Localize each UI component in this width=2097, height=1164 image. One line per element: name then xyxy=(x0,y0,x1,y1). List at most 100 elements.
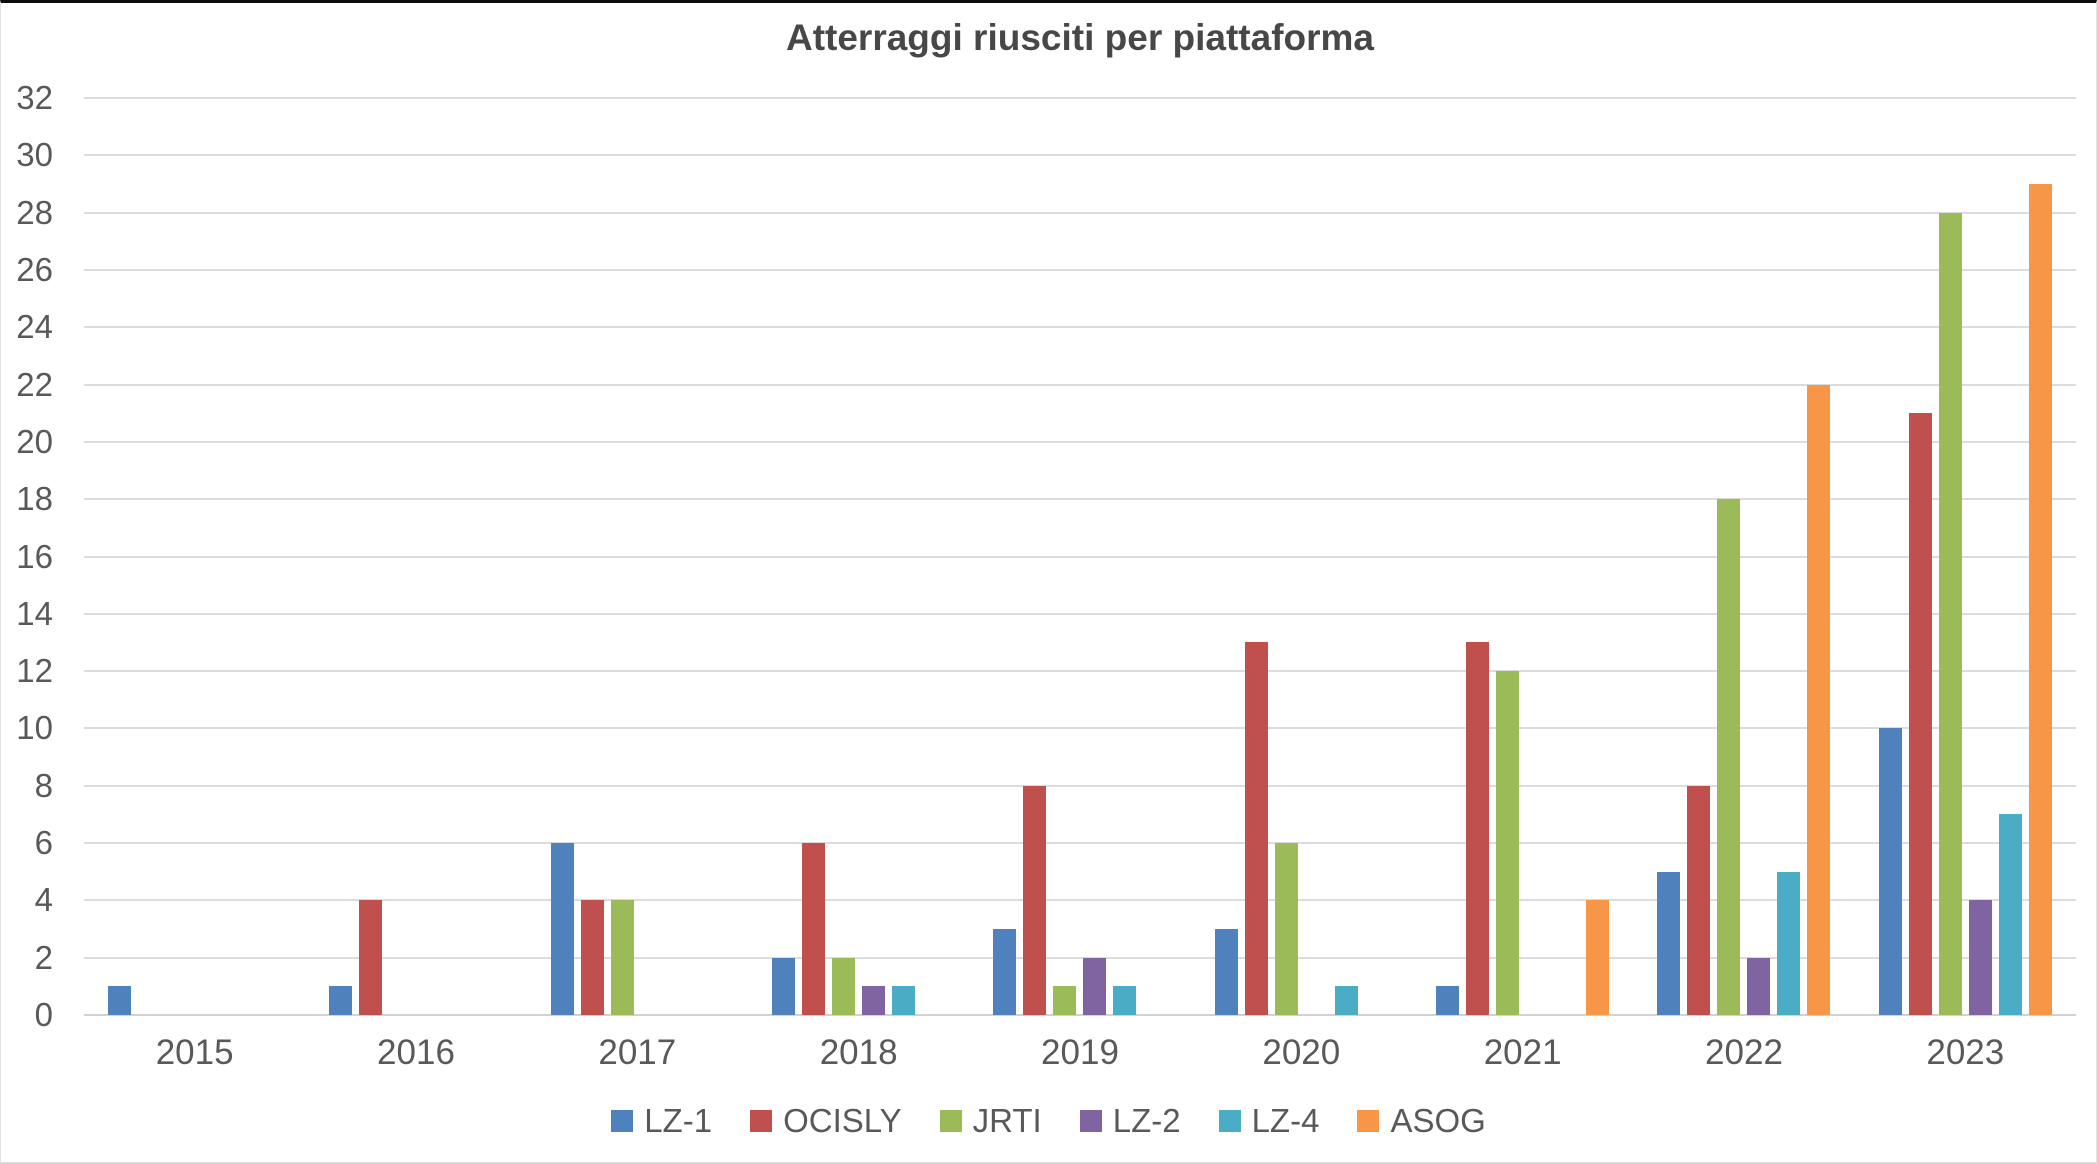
gridline-y-6 xyxy=(84,842,2076,845)
gridline-y-10 xyxy=(84,727,2076,730)
bar-lz-4-2019 xyxy=(1113,986,1137,1015)
gridline-y-2 xyxy=(84,956,2076,959)
y-tick-label-16: 16 xyxy=(16,537,53,575)
bar-group-2016 xyxy=(305,98,526,1015)
y-tick-label-32: 32 xyxy=(16,79,53,116)
x-tick-label-2021: 2021 xyxy=(1483,1033,1562,1072)
bar-group-2021 xyxy=(1412,98,1633,1015)
chart-title: Atterraggi riusciti per piattaforma xyxy=(785,17,1374,58)
legend-item-asog: ASOG xyxy=(1357,1102,1486,1139)
bar-jrti-2020 xyxy=(1274,843,1298,1015)
gridline-y-22 xyxy=(84,383,2076,386)
x-tick-label-2016: 2016 xyxy=(377,1033,455,1072)
bar-group-2019 xyxy=(969,98,1190,1015)
bar-jrti-2021 xyxy=(1496,671,1520,1015)
gridline-y-24 xyxy=(84,326,2076,329)
bar-lz-1-2022 xyxy=(1657,871,1681,1015)
legend-swatch-asog xyxy=(1357,1110,1380,1132)
legend-swatch-jrti xyxy=(939,1110,962,1132)
bar-group-2023 xyxy=(1855,98,2076,1015)
legend-label-jrti: JRTI xyxy=(972,1102,1042,1139)
y-tick-label-6: 6 xyxy=(34,824,53,862)
bar-lz-1-2015 xyxy=(108,986,132,1015)
gridline-y-18 xyxy=(84,498,2076,501)
y-tick-label-2: 2 xyxy=(34,938,53,976)
bar-group-2015 xyxy=(84,98,305,1015)
x-tick-label-2022: 2022 xyxy=(1705,1033,1783,1072)
gridline-y-30 xyxy=(84,154,2076,157)
bar-ocisly-2018 xyxy=(802,843,826,1015)
x-tick-label-2020: 2020 xyxy=(1262,1033,1341,1072)
gridline-y-16 xyxy=(84,555,2076,558)
bar-ocisly-2023 xyxy=(1908,413,1932,1015)
y-tick-label-30: 30 xyxy=(16,136,53,174)
y-tick-label-12: 12 xyxy=(16,652,53,690)
legend-label-lz-4: LZ-4 xyxy=(1251,1102,1320,1139)
x-tick-label-2019: 2019 xyxy=(1041,1033,1119,1072)
bar-lz-4-2018 xyxy=(892,986,916,1015)
bar-lz-4-2023 xyxy=(1998,814,2022,1015)
bar-ocisly-2019 xyxy=(1023,785,1047,1015)
bar-lz-4-2020 xyxy=(1334,986,1358,1015)
y-tick-label-26: 26 xyxy=(16,250,53,288)
bar-lz-1-2018 xyxy=(772,957,796,1015)
bar-lz-1-2023 xyxy=(1878,728,1902,1015)
y-tick-label-4: 4 xyxy=(34,881,53,919)
bar-asog-2022 xyxy=(1807,384,1831,1015)
gridline-y-20 xyxy=(84,440,2076,443)
y-tick-label-20: 20 xyxy=(16,422,53,460)
legend-label-lz-1: LZ-1 xyxy=(644,1102,713,1139)
legend-item-ocisly: OCISLY xyxy=(750,1103,902,1139)
bar-group-2018 xyxy=(748,98,969,1015)
legend-swatch-lz-4 xyxy=(1218,1110,1241,1132)
bar-jrti-2023 xyxy=(1938,212,1962,1015)
bar-jrti-2018 xyxy=(832,957,856,1015)
bar-lz-2-2022 xyxy=(1747,957,1771,1015)
bar-group-2017 xyxy=(527,98,748,1015)
bar-lz-2-2023 xyxy=(1968,900,1992,1015)
legend-swatch-ocisly xyxy=(750,1110,773,1132)
plot-area xyxy=(84,97,2076,1016)
bar-lz-1-2016 xyxy=(329,986,353,1015)
bar-lz-1-2017 xyxy=(550,843,574,1015)
y-tick-label-24: 24 xyxy=(16,308,53,346)
legend-swatch-lz-2 xyxy=(1079,1110,1102,1132)
bar-asog-2021 xyxy=(1586,900,1610,1015)
bar-lz-1-2020 xyxy=(1214,929,1238,1015)
x-tick-label-2023: 2023 xyxy=(1926,1033,2005,1072)
bar-group-2022 xyxy=(1633,98,1854,1015)
bar-ocisly-2020 xyxy=(1244,642,1268,1015)
y-tick-label-22: 22 xyxy=(16,365,53,403)
y-tick-label-28: 28 xyxy=(16,193,53,231)
y-tick-label-18: 18 xyxy=(16,480,53,518)
bar-lz-2-2018 xyxy=(862,986,886,1015)
x-tick-label-2018: 2018 xyxy=(819,1033,898,1072)
legend-item-jrti: JRTI xyxy=(939,1102,1042,1139)
legend-item-lz-2: LZ-2 xyxy=(1079,1102,1181,1139)
gridline-y-8 xyxy=(84,784,2076,787)
gridline-y-4 xyxy=(84,899,2076,902)
bar-asog-2023 xyxy=(2028,183,2052,1015)
legend-swatch-lz-1 xyxy=(611,1110,634,1132)
legend-label-ocisly: OCISLY xyxy=(783,1102,902,1139)
bar-ocisly-2022 xyxy=(1687,785,1711,1015)
y-tick-label-8: 8 xyxy=(34,766,53,804)
x-tick-label-2015: 2015 xyxy=(155,1033,234,1072)
bar-lz-1-2019 xyxy=(993,929,1017,1015)
x-tick-label-2017: 2017 xyxy=(598,1033,677,1072)
bar-jrti-2019 xyxy=(1053,986,1077,1015)
gridline-y-0 xyxy=(84,1014,2076,1016)
bar-ocisly-2016 xyxy=(359,900,383,1015)
gridline-y-26 xyxy=(84,268,2076,271)
y-tick-label-10: 10 xyxy=(16,709,53,747)
legend-label-lz-2: LZ-2 xyxy=(1112,1102,1181,1139)
bar-jrti-2017 xyxy=(610,900,634,1015)
legend: LZ-1 OCISLY JRTI LZ-2 LZ-4 ASOG xyxy=(1,1103,2096,1139)
legend-label-asog: ASOG xyxy=(1390,1102,1486,1139)
legend-item-lz-1: LZ-1 xyxy=(611,1103,712,1139)
legend-item-lz-4: LZ-4 xyxy=(1218,1102,1320,1139)
bar-ocisly-2021 xyxy=(1466,642,1490,1015)
gridline-y-28 xyxy=(84,211,2076,214)
bar-lz-1-2021 xyxy=(1436,986,1460,1015)
y-tick-label-0: 0 xyxy=(34,996,53,1033)
